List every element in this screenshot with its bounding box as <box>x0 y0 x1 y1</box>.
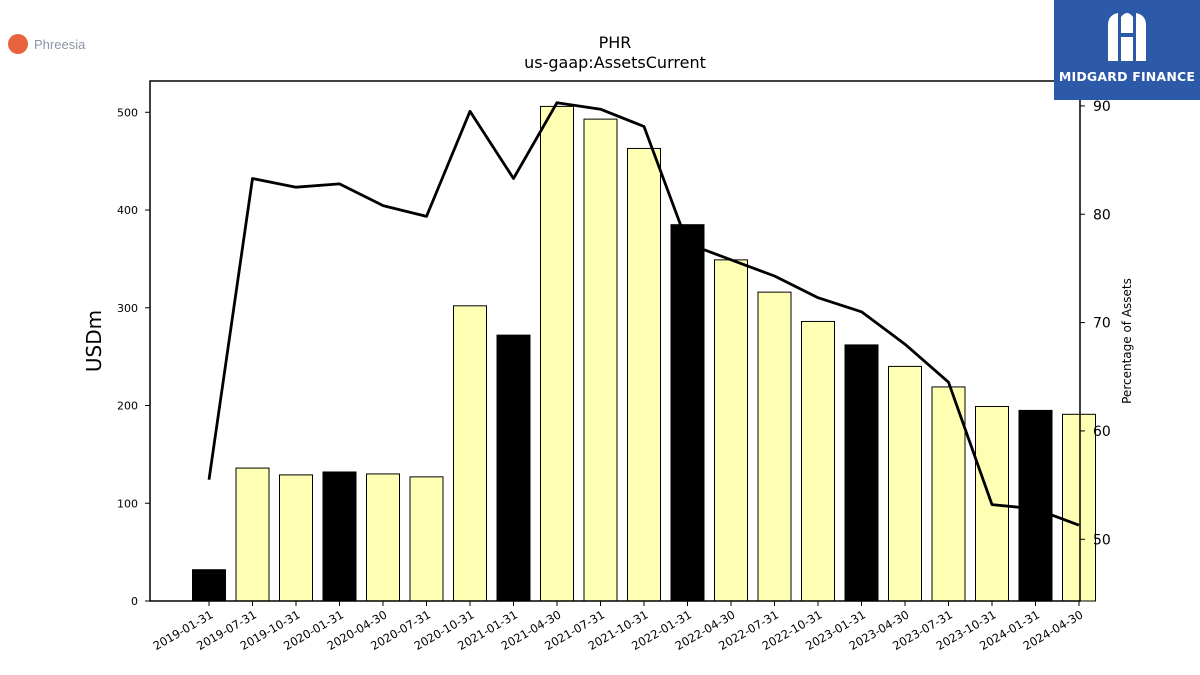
brand-logo: Phreesia <box>8 34 85 54</box>
bar <box>409 476 444 602</box>
y2-tick-label: 80 <box>1093 207 1111 223</box>
bar <box>583 118 618 602</box>
bar <box>235 467 270 602</box>
bar <box>540 105 574 602</box>
y-tick-label: 500 <box>117 106 138 119</box>
y-axis-label: USDm <box>82 310 106 372</box>
y2-tick-label: 70 <box>1093 316 1111 332</box>
bar <box>670 224 705 602</box>
bar <box>366 473 400 602</box>
bar-series <box>192 105 1096 602</box>
bar <box>192 569 226 602</box>
bar <box>279 474 313 602</box>
bar <box>801 320 835 602</box>
bar <box>1018 409 1053 602</box>
chart-subtitle: us-gaap:AssetsCurrent <box>524 53 706 72</box>
y2-tick-label: 60 <box>1093 424 1111 440</box>
y2-axis-label: Percentage of Assets <box>1120 278 1134 404</box>
y2-tick-label: 50 <box>1093 532 1111 548</box>
plot-frame <box>149 80 1081 602</box>
y-tick-label: 0 <box>131 595 138 608</box>
percentage-line <box>207 101 1080 527</box>
y-tick-label: 300 <box>117 302 138 315</box>
midgard-logo-icon <box>1108 13 1146 61</box>
bar <box>931 386 966 602</box>
y-tick-label: 400 <box>117 204 138 217</box>
watermark-text: MIDGARD FINANCE <box>1058 69 1196 84</box>
y2-tick-label: 90 <box>1093 99 1111 115</box>
bar <box>844 344 879 602</box>
y-tick-label: 200 <box>117 400 138 413</box>
bar <box>888 365 922 602</box>
bar <box>1062 413 1096 602</box>
brand-name: Phreesia <box>34 36 86 52</box>
bar <box>714 259 748 602</box>
bar <box>322 471 357 602</box>
bar <box>496 334 531 602</box>
y-tick-label: 100 <box>117 497 138 510</box>
brand-dot-icon <box>8 34 28 54</box>
line-series <box>207 101 1080 527</box>
watermark-logo: MIDGARD FINANCE <box>1054 0 1200 100</box>
chart-title: PHR <box>599 33 632 52</box>
axes <box>145 80 1085 606</box>
bar <box>757 291 792 602</box>
bar <box>627 147 661 602</box>
bar <box>453 305 487 602</box>
